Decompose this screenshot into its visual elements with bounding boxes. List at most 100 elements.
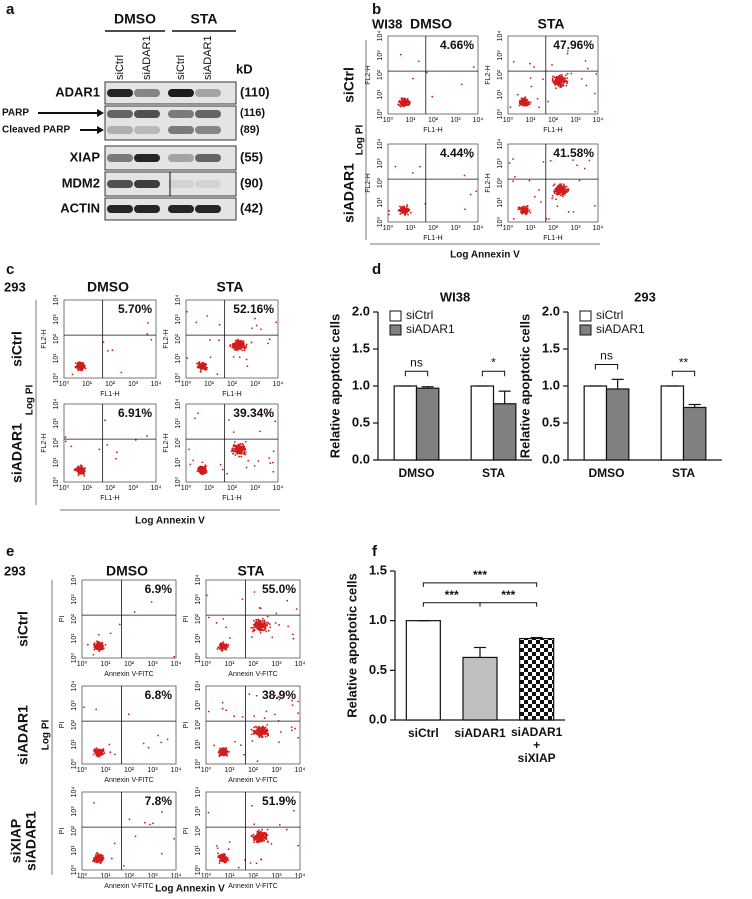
event-dot bbox=[228, 841, 231, 843]
event-dot bbox=[207, 710, 210, 713]
event-dot bbox=[567, 211, 570, 213]
x-tick-label: 10³ bbox=[271, 767, 282, 774]
event-dot bbox=[216, 648, 219, 650]
x-tick-label: 10⁰ bbox=[201, 766, 212, 774]
blot-name: Cleaved PARP bbox=[2, 125, 71, 136]
x-tick-label: 10⁰ bbox=[503, 224, 514, 232]
event-dot bbox=[399, 53, 402, 56]
event-dot bbox=[259, 430, 261, 433]
x-tick-label: 10¹ bbox=[405, 117, 416, 124]
y-tick-label: 10⁴ bbox=[497, 139, 504, 150]
event-dot bbox=[559, 185, 562, 188]
blot-arrowhead bbox=[97, 126, 104, 134]
event-dot bbox=[97, 859, 99, 862]
event-dot bbox=[194, 417, 196, 420]
event-dot bbox=[96, 640, 98, 643]
event-dot bbox=[556, 188, 559, 191]
event-dot bbox=[556, 205, 559, 208]
bar bbox=[405, 620, 441, 721]
event-dot bbox=[143, 821, 146, 824]
event-dot bbox=[260, 833, 263, 836]
event-dot bbox=[218, 753, 221, 756]
event-dot bbox=[286, 599, 289, 602]
event-dot bbox=[201, 461, 204, 464]
event-dot bbox=[251, 636, 253, 638]
event-dot bbox=[224, 747, 227, 750]
event-dot bbox=[230, 450, 233, 453]
axis-title: Log Annexin V bbox=[155, 884, 225, 895]
plot-x-label: FL1-H bbox=[100, 495, 119, 502]
event-dot bbox=[509, 106, 512, 108]
event-dot bbox=[199, 472, 202, 475]
x-tick-label: 10¹ bbox=[100, 873, 111, 880]
event-dot bbox=[419, 165, 421, 168]
event-dot bbox=[244, 347, 247, 349]
event-dot bbox=[232, 342, 234, 345]
x-tick-label: 10¹ bbox=[82, 485, 93, 492]
y-tick-label: 10² bbox=[377, 69, 384, 80]
y-tick-label: 10³ bbox=[195, 594, 202, 605]
event-dot bbox=[508, 162, 511, 164]
y-tick-label: 10² bbox=[71, 613, 78, 624]
event-dot bbox=[274, 622, 277, 624]
x-tick-label: 10³ bbox=[128, 485, 139, 492]
legend-label: siCtrl bbox=[406, 308, 433, 322]
x-tick-label: 10¹ bbox=[224, 661, 235, 668]
event-dot bbox=[562, 81, 565, 84]
event-dot bbox=[264, 622, 266, 625]
blot-band bbox=[168, 180, 194, 188]
event-dot bbox=[402, 100, 405, 103]
quadrant-percent: 4.66% bbox=[440, 38, 474, 52]
event-dot bbox=[226, 751, 229, 753]
row-label: siADAR1 bbox=[341, 163, 357, 223]
event-dot bbox=[540, 200, 542, 203]
event-dot bbox=[250, 728, 253, 731]
event-dot bbox=[285, 828, 288, 831]
event-dot bbox=[263, 839, 266, 842]
event-dot bbox=[411, 172, 414, 174]
event-dot bbox=[403, 100, 406, 103]
x-tick-label: STA bbox=[482, 466, 505, 480]
event-dot bbox=[560, 73, 563, 76]
event-dot bbox=[559, 191, 562, 194]
event-dot bbox=[277, 695, 280, 698]
event-dot bbox=[272, 470, 275, 473]
event-dot bbox=[186, 310, 188, 313]
event-dot bbox=[238, 342, 241, 344]
event-dot bbox=[407, 103, 410, 106]
event-dot bbox=[197, 361, 200, 364]
event-dot bbox=[258, 735, 261, 738]
x-tick-label: 10⁰ bbox=[201, 660, 212, 668]
y-tick-label: 1.0 bbox=[369, 612, 387, 627]
event-dot bbox=[558, 74, 561, 77]
event-dot bbox=[242, 451, 245, 454]
event-dot bbox=[150, 338, 153, 341]
event-dot bbox=[291, 704, 294, 707]
event-dot bbox=[232, 447, 234, 450]
event-dot bbox=[120, 371, 123, 374]
event-dot bbox=[470, 156, 472, 158]
event-dot bbox=[526, 204, 529, 207]
event-dot bbox=[512, 218, 515, 220]
event-dot bbox=[555, 83, 558, 85]
event-dot bbox=[572, 210, 575, 213]
event-dot bbox=[593, 204, 596, 207]
event-dot bbox=[260, 736, 263, 738]
x-tick-label: 10¹ bbox=[82, 381, 93, 388]
event-dot bbox=[261, 731, 264, 734]
x-tick-label: 10⁰ bbox=[77, 766, 88, 774]
y-tick-label: 10¹ bbox=[497, 197, 504, 208]
plot-x-label: FL1-H bbox=[100, 391, 119, 398]
y-tick-label: 10⁴ bbox=[195, 575, 202, 586]
legend-swatch bbox=[579, 310, 592, 322]
event-dot bbox=[238, 356, 241, 359]
event-dot bbox=[559, 82, 561, 85]
event-dot bbox=[275, 321, 278, 324]
event-dot bbox=[246, 365, 249, 368]
y-tick-label: 10³ bbox=[497, 50, 504, 61]
event-dot bbox=[263, 732, 266, 734]
event-dot bbox=[407, 208, 410, 211]
event-dot bbox=[561, 188, 564, 191]
panel-label: c bbox=[6, 261, 14, 278]
y-tick-label: 10³ bbox=[175, 418, 182, 429]
